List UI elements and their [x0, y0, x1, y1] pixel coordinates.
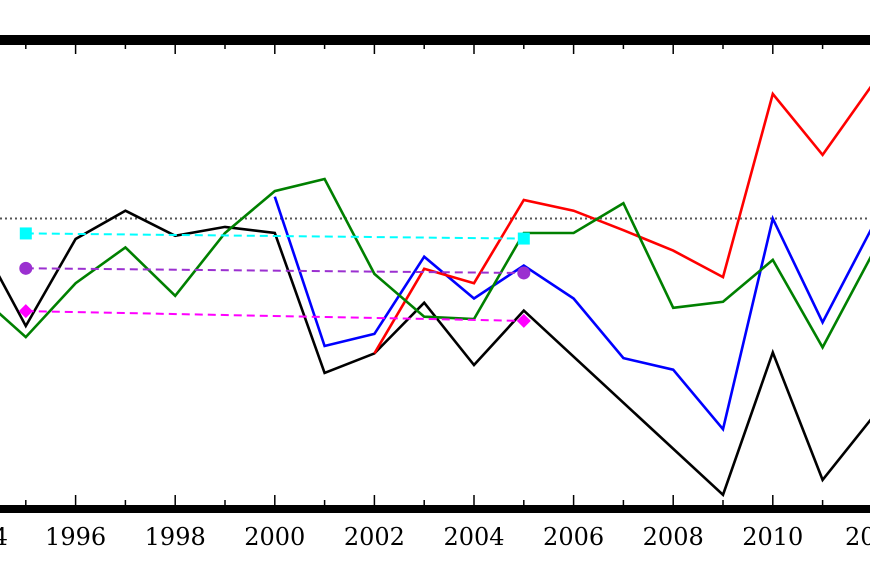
x-tick-label-3: 1998	[145, 523, 206, 551]
series-7-marker-2	[516, 313, 531, 328]
x-tick-label-4: 2000	[244, 523, 305, 551]
series-layer	[0, 85, 870, 498]
series-7-marker-1	[18, 304, 33, 319]
x-axis-ticks: 4 1996 1998 2000 2002 2004 2006 2008 2010 20	[0, 44, 870, 551]
series-6-marker-2	[517, 266, 531, 280]
series-line-3	[373, 85, 870, 355]
series-line-6	[25, 267, 524, 274]
marker-layer	[18, 227, 531, 328]
x-tick-label-8: 2008	[643, 523, 704, 551]
series-6-marker-1	[19, 261, 33, 275]
series-line-4	[0, 177, 870, 351]
series-line-7	[25, 310, 524, 322]
x-tick-label-9: 2010	[742, 523, 803, 551]
x-tick-label-2: 1996	[45, 523, 106, 551]
series-5-marker-1	[19, 227, 32, 240]
series-5-marker-2	[517, 232, 530, 245]
series-line-2	[273, 196, 870, 433]
series-line-1	[0, 209, 870, 498]
x-tick-label-6: 2004	[443, 523, 504, 551]
plot-frame	[0, 35, 870, 513]
series-line-5	[25, 232, 524, 240]
x-tick-label-5: 2002	[344, 523, 405, 551]
x-tick-label-10: 20	[845, 523, 870, 551]
x-tick-label-1: 4	[0, 523, 8, 551]
x-tick-label-7: 2006	[543, 523, 604, 551]
